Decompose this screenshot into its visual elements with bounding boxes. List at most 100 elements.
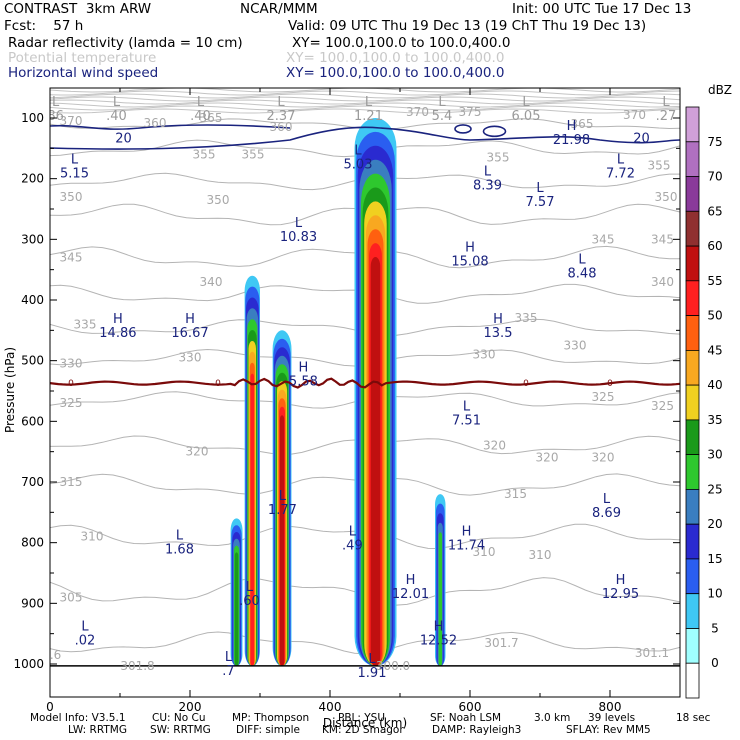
theta-label: 370 <box>60 114 83 128</box>
wind-label: 20 <box>633 131 650 146</box>
extremum-marker: L <box>197 95 205 110</box>
theta-label: 330 <box>60 357 83 371</box>
extremum-value: 10.83 <box>280 230 317 245</box>
colorbar-unit: dBZ <box>708 83 732 97</box>
reflectivity-cell-2 <box>279 415 285 666</box>
extremum-value: 5.03 <box>344 157 373 172</box>
theta-label: 310 <box>473 545 496 559</box>
colorbar-label: 30 <box>707 448 722 462</box>
plot-frame <box>49 87 681 698</box>
extremum-marker: L <box>463 399 471 414</box>
extremum-value: 1.91 <box>358 666 387 681</box>
colorbar-swatch <box>685 488 700 525</box>
freezing-level-label: 0 <box>607 379 613 389</box>
extremum-marker: L <box>354 143 362 158</box>
theta-label: 355 <box>487 150 510 164</box>
theta-label: 355 <box>648 158 671 172</box>
colorbar-label: 50 <box>707 309 722 323</box>
colorbar-label: 0 <box>711 656 719 670</box>
colorbar-label: 20 <box>707 517 722 531</box>
footer-sw: SW: RRTMG <box>150 724 211 736</box>
theta-contour-upper <box>50 90 680 96</box>
header-forecast-hour: Fcst: 57 h <box>4 18 84 34</box>
colorbar-swatch <box>685 349 700 386</box>
y-tick-label: 100 <box>21 111 44 125</box>
extremum-marker: H <box>434 620 444 635</box>
extremum-value: .49 <box>342 538 363 553</box>
extremum-marker: H <box>113 312 123 327</box>
extremum-marker: L <box>176 529 184 544</box>
extremum-value: 7.51 <box>452 413 481 428</box>
extremum-marker: L <box>295 216 303 231</box>
theta-label: 370 <box>623 108 646 122</box>
y-tick-label: 300 <box>21 232 44 246</box>
colorbar-swatch <box>685 280 700 316</box>
extremum-value: .40 <box>190 109 211 124</box>
x-axis-label: Distance (km) <box>323 716 407 730</box>
extremum-value: 14.86 <box>99 326 136 341</box>
extremum-marker: L <box>603 492 611 507</box>
extremum-marker: H <box>493 312 503 327</box>
theta-label: 340 <box>651 275 674 289</box>
extremum-marker: L <box>578 253 586 268</box>
theta-label: 315 <box>504 487 527 501</box>
extremum-marker: H <box>185 312 195 327</box>
theta-label: 325 <box>592 390 615 404</box>
extremum-value: 6.05 <box>512 109 541 124</box>
colorbar-label: 5 <box>711 621 719 635</box>
extremum-marker: L <box>279 489 287 504</box>
extremum-value: 5.58 <box>289 375 318 390</box>
extremum-marker: L <box>662 95 670 110</box>
extremum-value: 2.37 <box>267 109 296 124</box>
extremum-value: .27 <box>656 109 677 124</box>
theta-contour-upper <box>50 93 680 99</box>
theta-label: 355 <box>193 147 216 161</box>
freezing-level-label: 0 <box>523 379 529 389</box>
header-source: NCAR/MMM <box>240 1 318 17</box>
theta-label: 320 <box>483 439 506 453</box>
x-tick-label: 200 <box>179 700 202 714</box>
freezing-level-label: 0 <box>68 379 74 389</box>
field-xy-wind: XY= 100.0,100.0 to 100.0,400.0 <box>286 65 505 81</box>
extremum-value: 86 <box>47 109 64 124</box>
theta-label: 325 <box>60 396 83 410</box>
theta-label: 330 <box>564 339 587 353</box>
wind-contour-closed <box>454 124 472 134</box>
y-tick-label: 200 <box>21 172 44 186</box>
extremum-marker: H <box>299 361 309 376</box>
extremum-marker: L <box>71 153 79 168</box>
wind-contour <box>50 126 680 150</box>
theta-label: 355 <box>242 147 265 161</box>
theta-label: 365 <box>571 117 594 131</box>
colorbar-swatch <box>685 593 700 629</box>
extremum-marker: L <box>522 95 530 110</box>
theta-label: 330 <box>179 351 202 365</box>
extremum-marker: H <box>465 240 475 255</box>
footer-resolution: 3.0 km <box>534 712 571 724</box>
colorbar-label: 15 <box>707 552 722 566</box>
theta-label: 350 <box>207 193 230 207</box>
theta-label: 330 <box>473 348 496 362</box>
extremum-value: 7.57 <box>526 195 555 210</box>
footer-sf: SF: Noah LSM <box>430 712 502 724</box>
extremum-value: 12.01 <box>392 587 429 602</box>
extremum-value: 8.69 <box>592 506 621 521</box>
footer-mp: MP: Thompson <box>232 712 310 724</box>
extremum-value: 12.52 <box>420 634 457 649</box>
footer-damp: DAMP: Rayleigh3 <box>432 724 522 736</box>
colorbar-label: 10 <box>707 587 722 601</box>
colorbar-swatch <box>685 384 700 421</box>
y-tick-label: 700 <box>21 475 44 489</box>
colorbar-label: 25 <box>707 482 722 496</box>
x-tick-label: 400 <box>319 700 342 714</box>
footer-levels: 39 levels <box>588 712 636 724</box>
theta-contour-upper <box>50 105 680 111</box>
theta-label: 320 <box>536 451 559 465</box>
theta-label: 340 <box>200 275 223 289</box>
extremum-value: 8.39 <box>473 179 502 194</box>
plot-area: 0 0 0 0 370 360 365 360 370 375 370 365 355 355 355 355… <box>47 88 680 681</box>
extremum-value: 16.67 <box>171 326 208 341</box>
colorbar-label: 45 <box>707 343 722 357</box>
reflectivity-cell-4 <box>438 532 442 666</box>
x-tick-label: 800 <box>599 700 622 714</box>
